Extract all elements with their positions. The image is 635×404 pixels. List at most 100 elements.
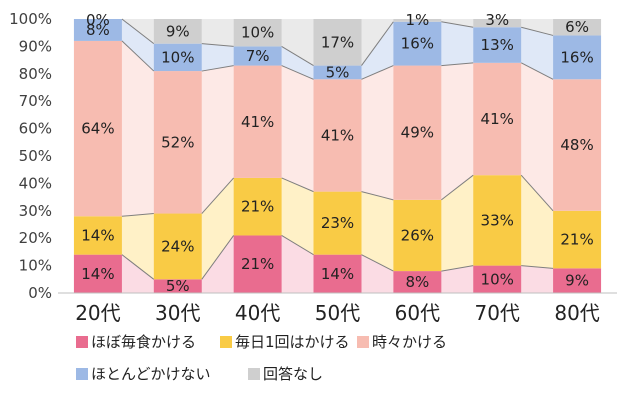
y-tick-label: 0%	[28, 284, 52, 302]
data-label-3-6: 41%	[481, 110, 514, 128]
legend-swatch-3	[357, 336, 369, 348]
series-line-3-6	[520, 62, 554, 80]
legend-label-2: 毎日1回はかける	[235, 333, 350, 351]
bar-segment-4-6	[473, 27, 522, 63]
bar-segment-4-2	[153, 43, 202, 72]
bar-segment-5-5	[393, 19, 442, 22]
data-label-4-7: 16%	[560, 48, 593, 66]
bar-segment-2-1	[73, 216, 122, 255]
data-label-1-5: 8%	[405, 273, 429, 291]
series-line-1-4	[361, 254, 394, 272]
band-4-5	[441, 21, 474, 66]
legend-swatch-4	[76, 368, 88, 380]
series-line-3-2	[201, 65, 234, 72]
bar-segment-4-4	[313, 65, 362, 80]
series-line-3-4	[361, 65, 394, 80]
series-line-2-4	[361, 191, 394, 201]
data-label-1-3: 21%	[241, 255, 274, 273]
data-label-4-1: 8%	[86, 21, 110, 39]
data-label-1-6: 10%	[481, 270, 514, 288]
series-line-4-6	[521, 26, 554, 36]
y-tick-label: 40%	[19, 174, 52, 192]
x-tick-label: 30代	[155, 301, 200, 325]
bar-segment-2-6	[473, 175, 522, 266]
band-2-1	[121, 213, 154, 280]
bar-segment-1-4	[313, 254, 362, 293]
band-1-4	[361, 254, 394, 293]
series-line-4-1	[121, 18, 155, 45]
data-label-5-4: 17%	[321, 33, 354, 51]
data-label-3-7: 48%	[560, 136, 593, 154]
band-5-2	[201, 19, 234, 47]
bar-segment-4-5	[393, 21, 442, 66]
band-2-3	[281, 177, 314, 255]
data-label-1-1: 14%	[81, 265, 114, 283]
bar-segment-2-3	[233, 177, 282, 236]
series-line-2-2	[201, 177, 235, 214]
x-tick-label: 70代	[474, 301, 519, 325]
y-tick-label: 30%	[19, 202, 52, 220]
data-label-2-7: 21%	[560, 231, 593, 249]
bar-segment-4-7	[553, 35, 602, 80]
bar-segment-4-3	[233, 46, 282, 66]
legend-label-4: ほとんどかけない	[91, 365, 211, 383]
data-label-2-6: 33%	[481, 211, 514, 229]
series-line-4-4	[361, 21, 394, 66]
band-4-3	[281, 46, 314, 80]
data-label-2-3: 21%	[241, 198, 274, 216]
legend-swatch-1	[76, 336, 88, 348]
data-label-5-1: 0%	[86, 11, 110, 29]
band-4-4	[361, 21, 394, 80]
y-tick-label: 20%	[19, 229, 52, 247]
data-label-4-5: 16%	[401, 35, 434, 53]
bar-segment-3-1	[73, 40, 122, 217]
x-tick-label: 80代	[554, 301, 599, 325]
band-3-3	[281, 65, 314, 192]
legend-swatch-5	[248, 368, 260, 380]
bar-segment-1-2	[153, 279, 202, 293]
bar-segment-3-4	[313, 79, 362, 192]
data-label-1-4: 14%	[321, 265, 354, 283]
bar-segment-1-6	[473, 265, 522, 293]
band-3-4	[361, 65, 394, 200]
bar-segment-5-7	[553, 19, 602, 36]
y-axis: 0% 10% 20% 30% 40% 50% 60% 70% 80% 90% 100%	[9, 10, 617, 302]
band-5-5	[441, 19, 474, 28]
bar-segment-1-7	[553, 268, 602, 293]
bar-segment-1-5	[393, 271, 442, 293]
data-label-3-4: 41%	[321, 126, 354, 144]
series-line-3-3	[281, 65, 314, 80]
bar-segment-5-4	[313, 19, 362, 66]
data-label-2-1: 14%	[81, 226, 114, 244]
band-5-6	[521, 19, 554, 36]
band-1-5	[441, 265, 474, 293]
band-4-6	[521, 27, 554, 80]
bar-segment-2-7	[553, 210, 602, 269]
y-tick-label: 80%	[19, 65, 52, 83]
x-tick-label: 50代	[315, 301, 360, 325]
series-line-1-3	[281, 235, 314, 256]
y-tick-label: 50%	[19, 147, 52, 165]
band-1-1	[121, 254, 154, 293]
data-label-3-1: 64%	[81, 120, 114, 138]
x-tick-label: 40代	[235, 301, 280, 325]
data-label-1-7: 9%	[565, 272, 589, 290]
data-label-3-2: 52%	[161, 133, 194, 151]
bar-segment-1-3	[233, 235, 282, 293]
series-line-2-3	[281, 177, 314, 193]
data-label-5-5: 1%	[405, 11, 429, 29]
series-line-2-5	[441, 174, 474, 201]
series-line-1-1	[121, 254, 155, 280]
bar-segment-5-3	[233, 19, 282, 47]
bar-segments	[73, 19, 602, 293]
bar-segment-5-2	[153, 19, 202, 44]
series-line-1-6	[521, 265, 554, 269]
data-labels: 14% 5% 21% 14% 8% 10% 9% 14% 24% 21% 23% 26% 33% 21% 6…	[81, 11, 593, 295]
legend-label-1: ほぼ毎食かける	[91, 333, 196, 351]
data-label-4-6: 13%	[481, 36, 514, 54]
band-3-1	[121, 40, 154, 217]
y-tick-label: 10%	[19, 257, 52, 275]
series-line-2-1	[121, 213, 154, 217]
